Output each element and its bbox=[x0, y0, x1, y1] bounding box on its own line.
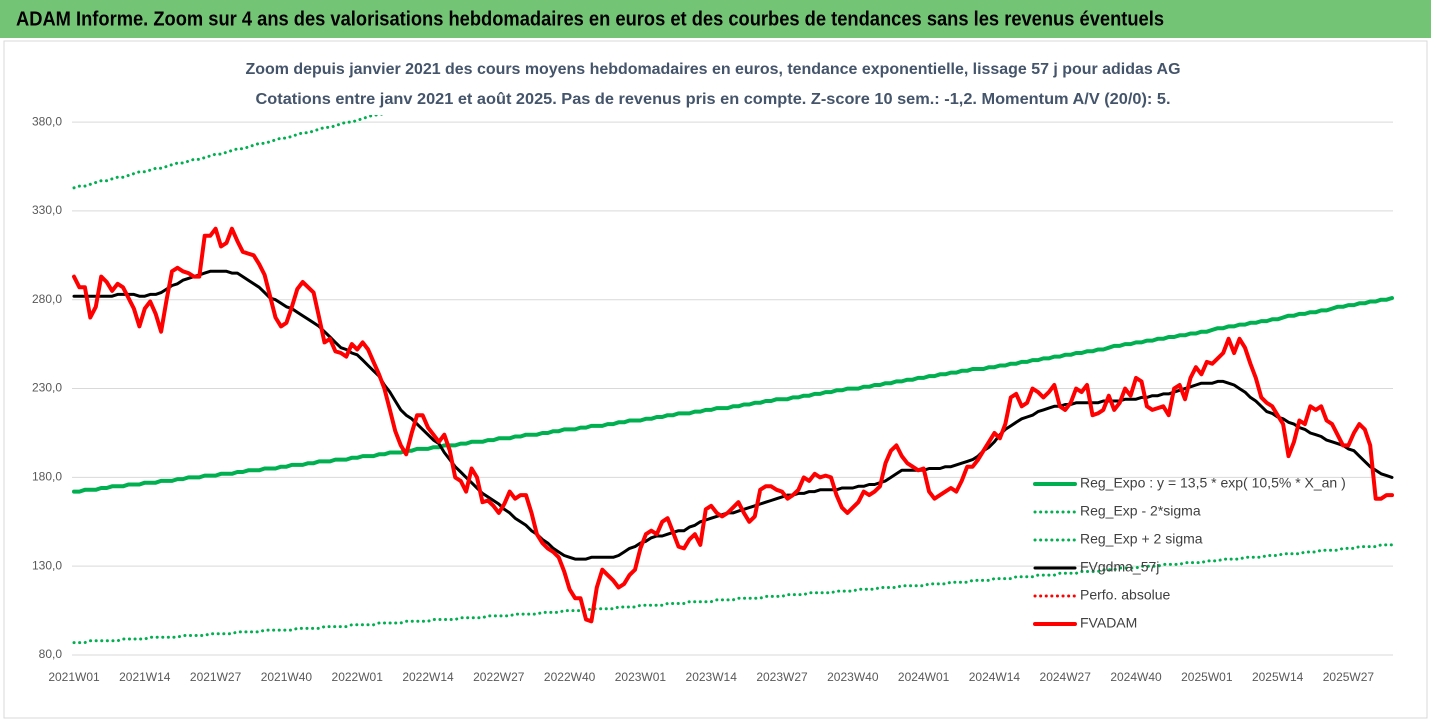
x-tick-label: 2022W40 bbox=[544, 670, 596, 684]
legend-label: Reg_Expo : y = 13,5 * exp( 10,5% * X_an … bbox=[1080, 475, 1346, 491]
plot-lines bbox=[72, 115, 1394, 645]
x-tick-label: 2024W01 bbox=[898, 670, 950, 684]
x-tick-label: 2022W27 bbox=[473, 670, 525, 684]
x-tick-label: 2023W14 bbox=[686, 670, 738, 684]
x-tick-label: 2024W40 bbox=[1110, 670, 1162, 684]
x-tick-label: 2021W14 bbox=[119, 670, 171, 684]
series-line bbox=[72, 543, 1394, 645]
y-tick-label: 80,0 bbox=[39, 647, 63, 661]
y-tick-label: 380,0 bbox=[32, 114, 62, 128]
x-tick-label: 2023W27 bbox=[756, 670, 808, 684]
header-title: ADAM Informe. Zoom sur 4 ans des valoris… bbox=[16, 8, 1164, 30]
header-banner bbox=[0, 0, 1431, 38]
legend: Reg_Expo : y = 13,5 * exp( 10,5% * X_an … bbox=[1033, 475, 1346, 631]
series-line bbox=[72, 296, 1394, 494]
legend-label: FVADAM bbox=[1080, 615, 1137, 631]
series-line bbox=[72, 226, 1394, 624]
x-tick-label: 2021W40 bbox=[261, 670, 313, 684]
y-tick-label: 280,0 bbox=[32, 292, 62, 306]
chart-title: Zoom depuis janvier 2021 des cours moyen… bbox=[246, 61, 1181, 78]
y-tick-label: 230,0 bbox=[32, 381, 62, 395]
x-tick-label: 2022W14 bbox=[402, 670, 454, 684]
legend-label: Perfo. absolue bbox=[1080, 587, 1170, 603]
x-tick-label: 2022W01 bbox=[332, 670, 384, 684]
y-tick-label: 130,0 bbox=[32, 558, 62, 572]
x-tick-label: 2025W27 bbox=[1323, 670, 1375, 684]
x-tick-label: 2021W27 bbox=[190, 670, 242, 684]
legend-label: Reg_Exp - 2*sigma bbox=[1080, 503, 1201, 519]
legend-label: FVgdma_57j bbox=[1080, 559, 1159, 575]
x-tick-label: 2023W40 bbox=[827, 670, 879, 684]
y-tick-label: 180,0 bbox=[32, 470, 62, 484]
y-tick-label: 330,0 bbox=[32, 203, 62, 217]
legend-label: Reg_Exp + 2 sigma bbox=[1080, 531, 1203, 547]
x-tick-label: 2023W01 bbox=[615, 670, 667, 684]
x-tick-label: 2024W27 bbox=[1040, 670, 1092, 684]
x-tick-label: 2024W14 bbox=[969, 670, 1021, 684]
x-tick-label: 2021W01 bbox=[48, 670, 100, 684]
x-tick-label: 2025W01 bbox=[1181, 670, 1233, 684]
x-tick-label: 2025W14 bbox=[1252, 670, 1304, 684]
chart-subtitle: Cotations entre janv 2021 et août 2025. … bbox=[256, 91, 1171, 108]
chart-area bbox=[3, 40, 1428, 719]
